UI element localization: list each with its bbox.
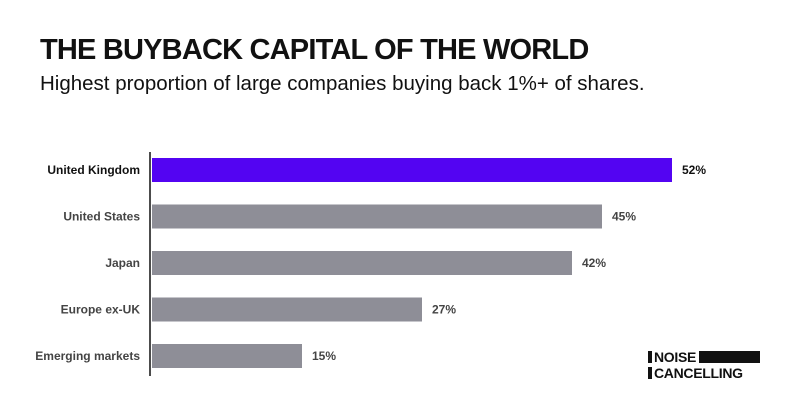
value-label: 15% bbox=[312, 349, 336, 363]
logo-text-noise: NOISE bbox=[654, 349, 697, 365]
bar-highlight bbox=[152, 158, 672, 182]
logo-line-top: NOISE bbox=[648, 350, 760, 364]
bar bbox=[152, 204, 602, 229]
chart-subtitle: Highest proportion of large companies bu… bbox=[40, 72, 645, 95]
value-label: 27% bbox=[432, 303, 456, 317]
bar bbox=[152, 297, 422, 322]
category-label: United Kingdom bbox=[47, 163, 140, 177]
logo-line-bottom: CANCELLING bbox=[648, 366, 760, 380]
value-label: 45% bbox=[612, 210, 636, 224]
category-label: Europe ex-UK bbox=[61, 303, 141, 317]
logo-bar-mark bbox=[699, 351, 760, 363]
category-label: United States bbox=[63, 210, 140, 224]
logo-block-mark bbox=[648, 367, 652, 379]
category-label: Emerging markets bbox=[35, 349, 140, 363]
chart-title: THE BUYBACK CAPITAL OF THE WORLD bbox=[40, 34, 589, 66]
logo-text-cancelling: CANCELLING bbox=[654, 365, 743, 381]
value-label: 42% bbox=[582, 256, 606, 270]
value-label: 52% bbox=[682, 163, 706, 177]
category-label: Japan bbox=[105, 256, 140, 270]
bar bbox=[152, 251, 572, 275]
noise-cancelling-logo: NOISE CANCELLING bbox=[648, 350, 760, 382]
logo-block-mark bbox=[648, 351, 652, 363]
bar bbox=[152, 344, 302, 368]
